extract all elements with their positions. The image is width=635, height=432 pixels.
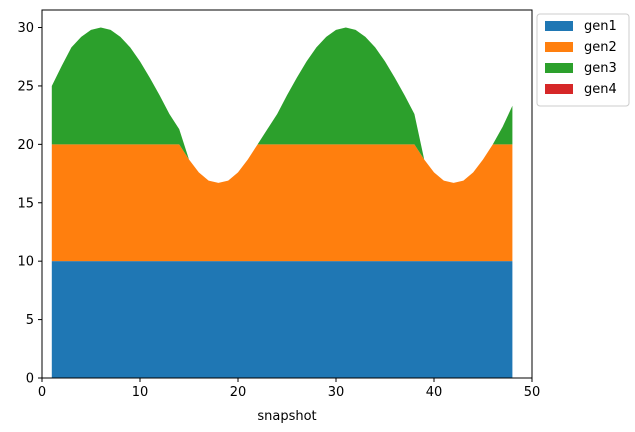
y-tick-label: 30	[17, 21, 34, 36]
y-tick-label: 20	[17, 138, 34, 153]
legend-label-gen2: gen2	[584, 40, 617, 55]
legend-label-gen4: gen4	[584, 82, 617, 97]
legend-swatch-gen1	[545, 21, 573, 31]
plot-frame	[41, 9, 533, 379]
legend-label-gen1: gen1	[584, 19, 617, 34]
x-axis: 0 10 20 30 40 50	[38, 378, 540, 400]
area-series-gen2	[51, 144, 513, 262]
legend-swatch-gen4	[545, 84, 573, 94]
y-tick-label: 0	[26, 372, 34, 387]
legend: gen1 gen2 gen3 gen4	[536, 13, 630, 107]
x-tick-label: 10	[132, 385, 149, 400]
legend-label-gen3: gen3	[584, 61, 617, 76]
x-tick-label: 20	[230, 385, 247, 400]
x-tick-label: 40	[426, 385, 443, 400]
area-series-gen1	[51, 261, 513, 378]
y-tick-label: 15	[17, 196, 34, 211]
y-tick-label: 25	[17, 79, 34, 94]
x-tick-label: 30	[328, 385, 345, 400]
area-series-gen3	[51, 27, 513, 183]
y-tick-label: 10	[17, 255, 34, 270]
area-layer	[51, 27, 513, 378]
x-axis-label: snapshot	[257, 409, 316, 424]
y-tick-label: 5	[26, 313, 34, 328]
x-tick-label: 0	[38, 385, 46, 400]
legend-box	[536, 13, 630, 107]
legend-swatch-gen3	[545, 63, 573, 73]
legend-swatch-gen2	[545, 42, 573, 52]
y-axis: 0 5 10 15 20 25 30	[17, 21, 42, 387]
x-tick-label: 50	[524, 385, 541, 400]
